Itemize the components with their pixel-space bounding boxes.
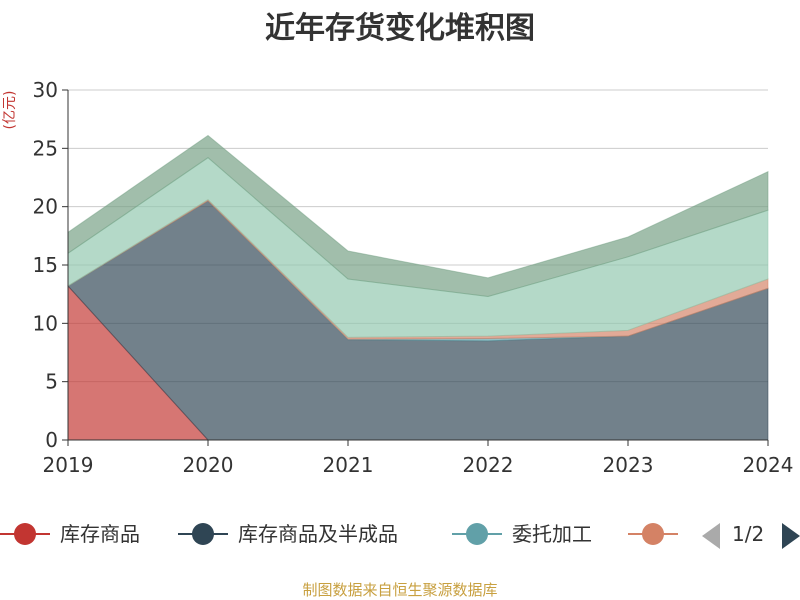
data-source-note: 制图数据来自恒生聚源数据库 — [302, 581, 497, 599]
legend-label: 库存商品及半成品 — [238, 522, 398, 546]
legend-pager: 1/2 — [702, 522, 800, 549]
legend-page-indicator: 1/2 — [732, 522, 764, 546]
legend-item-0[interactable]: 库存商品 — [0, 522, 140, 546]
y-tick-label: 5 — [45, 370, 58, 394]
chart-title: 近年存货变化堆积图 — [265, 11, 535, 46]
legend-circle-icon — [14, 523, 36, 545]
y-axis-unit: (亿元) — [2, 91, 18, 130]
x-tick-label: 2021 — [323, 453, 374, 477]
legend-item-3[interactable] — [628, 523, 678, 545]
x-tick-label: 2019 — [43, 453, 94, 477]
legend-next-arrow-icon[interactable] — [782, 523, 800, 549]
x-tick-label: 2020 — [183, 453, 234, 477]
axes: 0 5 10 15 20 25 30 2019 2020 2021 2022 2023 2024 — [33, 78, 794, 477]
area-series-5 — [67, 134, 769, 298]
legend-label: 库存商品 — [60, 522, 140, 546]
y-tick-label: 15 — [33, 253, 58, 277]
legend-circle-icon — [466, 523, 488, 545]
legend-item-1[interactable]: 库存商品及半成品 — [178, 522, 398, 546]
x-tick-label: 2024 — [743, 453, 794, 477]
stacked-areas — [67, 134, 769, 441]
legend-circle-icon — [192, 523, 214, 545]
legend-item-2[interactable]: 委托加工 — [452, 522, 592, 546]
y-tick-label: 25 — [33, 136, 58, 160]
y-tick-label: 0 — [45, 428, 58, 452]
y-tick-label: 20 — [33, 195, 58, 219]
y-tick-label: 30 — [33, 78, 58, 102]
legend-label: 委托加工 — [512, 522, 592, 546]
legend-prev-arrow-icon[interactable] — [702, 523, 720, 549]
y-tick-label: 10 — [33, 311, 58, 335]
x-tick-label: 2022 — [463, 453, 514, 477]
legend-circle-icon — [642, 523, 664, 545]
legend: 库存商品 库存商品及半成品 委托加工 — [0, 522, 678, 546]
x-tick-label: 2023 — [603, 453, 654, 477]
